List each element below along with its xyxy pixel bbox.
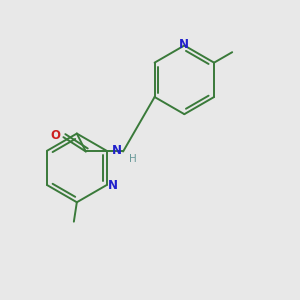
Text: N: N — [179, 38, 189, 51]
Text: O: O — [50, 129, 60, 142]
Text: N: N — [108, 178, 118, 192]
Text: N: N — [112, 144, 122, 158]
Text: H: H — [128, 154, 136, 164]
